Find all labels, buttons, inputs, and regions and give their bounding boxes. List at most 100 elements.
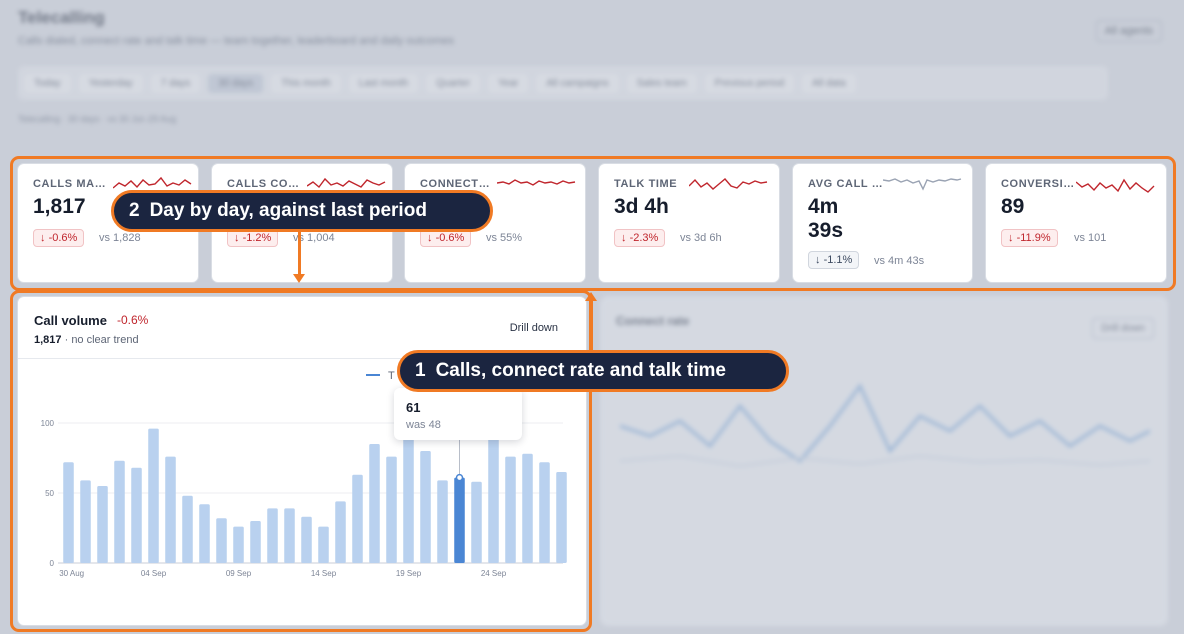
arrow-down-icon: ↓: [621, 232, 630, 244]
bar[interactable]: [63, 462, 74, 563]
bar[interactable]: [267, 508, 278, 563]
arrow-down-icon: ↓: [427, 232, 436, 244]
kpi-sparkline: [307, 177, 386, 189]
kpi-comparison: vs 1,828: [99, 232, 141, 244]
bar[interactable]: [131, 467, 142, 563]
kpi-delta-badge: ↓ -11.9%: [1001, 229, 1058, 247]
kpi-value: 3d 4h: [614, 195, 669, 218]
bar[interactable]: [80, 480, 91, 563]
bar[interactable]: [182, 495, 193, 563]
callout-calls-connect-talk: 1 Calls, connect rate and talk time: [397, 350, 789, 392]
chart-highlight-frame: [10, 290, 592, 632]
filter-chip[interactable]: All campaigns: [536, 73, 619, 93]
kpi-card-avg-call-duration[interactable]: AVG CALL … 4m 39s ↓ -1.1% vs 4m 43s: [792, 163, 973, 283]
filter-chip[interactable]: 30 days: [208, 73, 264, 93]
kpi-sparkline: [113, 176, 192, 189]
kpi-card-talk-time[interactable]: TALK TIME 3d 4h ↓ -2.3% vs 3d 6h: [598, 163, 780, 283]
bar[interactable]: [148, 428, 159, 563]
callout-connector: [590, 300, 593, 360]
filter-bar: Today Yesterday 7 days 30 days This month Las…: [18, 66, 1108, 100]
kpi-delta-badge: ↓ -0.6%: [33, 229, 85, 247]
kpi-label: CONVERSI…: [1001, 178, 1075, 190]
kpi-sparkline: [883, 178, 962, 191]
bar[interactable]: [454, 477, 465, 563]
bar[interactable]: [114, 460, 125, 563]
kpi-delta-badge: ↓ -2.3%: [614, 229, 666, 247]
x-tick-label: 30 Aug: [59, 569, 84, 578]
kpi-comparison: vs 55%: [486, 232, 523, 244]
filter-chip[interactable]: All data: [802, 73, 856, 93]
bar[interactable]: [199, 504, 210, 563]
kpi-comparison: vs 4m 43s: [874, 255, 925, 267]
connector-arrowhead-icon: [293, 274, 305, 283]
filter-chip[interactable]: Yesterday: [78, 73, 143, 93]
bar[interactable]: [471, 481, 482, 563]
filter-chip[interactable]: Quarter: [426, 73, 481, 93]
bar[interactable]: [556, 472, 567, 563]
call-volume-panel: Call volume -0.6% 1,817 · no clear trend…: [17, 296, 587, 626]
kpi-sparkline: [689, 178, 768, 190]
x-tick-label: 19 Sep: [396, 569, 422, 578]
bar[interactable]: [284, 508, 295, 563]
drill-down-button[interactable]: Drill down: [509, 322, 558, 334]
x-tick-label: 14 Sep: [311, 569, 337, 578]
connect-rate-panel: Connect rate Drill down: [600, 296, 1168, 626]
bar[interactable]: [505, 456, 516, 563]
bar[interactable]: [250, 521, 261, 563]
y-tick-label: 50: [45, 489, 54, 498]
callout-connector: [298, 232, 301, 278]
bar[interactable]: [420, 451, 431, 563]
x-tick-label: 24 Sep: [481, 569, 507, 578]
page-title: Telecalling: [18, 8, 105, 27]
call-volume-bar-chart: T 0 50 100 30 Aug 04 Sep 09 Sep 14 Sep 19 Sep 2…: [41, 370, 567, 578]
bar[interactable]: [97, 486, 108, 563]
kpi-value: 89: [1001, 195, 1025, 218]
connector-arrowhead-icon: [585, 292, 597, 301]
arrow-down-icon: ↓: [1008, 232, 1017, 244]
kpi-label: TALK TIME: [614, 178, 678, 190]
bar[interactable]: [233, 526, 244, 563]
bar[interactable]: [539, 462, 550, 563]
kpi-value: 4m 39s: [808, 195, 844, 242]
bar[interactable]: [369, 444, 380, 563]
bar[interactable]: [522, 453, 533, 563]
arrow-down-icon: ↓: [234, 232, 243, 244]
bar[interactable]: [386, 456, 397, 563]
bar[interactable]: [216, 518, 227, 563]
agent-filter-button[interactable]: All agents: [1095, 20, 1162, 42]
filter-chip[interactable]: Sales team: [626, 73, 697, 93]
filter-chip[interactable]: Today: [24, 73, 71, 93]
bar[interactable]: [352, 474, 363, 563]
filter-chip[interactable]: Last month: [348, 73, 419, 93]
kpi-sparkline: [1076, 178, 1155, 193]
bar[interactable]: [403, 434, 414, 563]
arrow-down-icon: ↓: [815, 254, 824, 266]
kpi-delta-badge: ↓ -0.6%: [420, 229, 472, 247]
bar[interactable]: [488, 437, 499, 563]
connect-rate-drill-button[interactable]: Drill down: [1092, 318, 1154, 339]
filter-chip[interactable]: This month: [271, 73, 341, 93]
kpi-delta-badge: ↓ -1.2%: [227, 229, 279, 247]
x-tick-label: 04 Sep: [141, 569, 167, 578]
kpi-label: CALLS MA…: [33, 178, 107, 190]
bar[interactable]: [335, 501, 346, 563]
bar[interactable]: [437, 480, 448, 563]
panel-delta: -0.6%: [117, 313, 149, 327]
filter-chip[interactable]: Previous period: [704, 73, 795, 93]
y-tick-label: 0: [50, 559, 55, 568]
chart-tooltip: 61 was 48: [394, 388, 522, 440]
bar[interactable]: [318, 526, 329, 563]
bar[interactable]: [165, 456, 176, 563]
kpi-highlight-frame: [10, 156, 1176, 291]
panel-summary: 1,817 · no clear trend: [34, 334, 139, 346]
kpi-comparison: vs 3d 6h: [680, 232, 722, 244]
filter-chip[interactable]: Year: [488, 73, 529, 93]
kpi-card-conversions[interactable]: CONVERSI… 89 ↓ -11.9% vs 101: [985, 163, 1167, 283]
kpi-label: CALLS CO…: [227, 178, 300, 190]
filter-chip[interactable]: 7 days: [150, 73, 201, 93]
kpi-comparison: vs 101: [1074, 232, 1107, 244]
bar[interactable]: [301, 516, 312, 563]
page-subtitle: Calls dialed, connect rate and talk time…: [18, 35, 454, 47]
panel-title: Call volume: [34, 313, 107, 328]
kpi-label: CONNECT…: [420, 178, 491, 190]
